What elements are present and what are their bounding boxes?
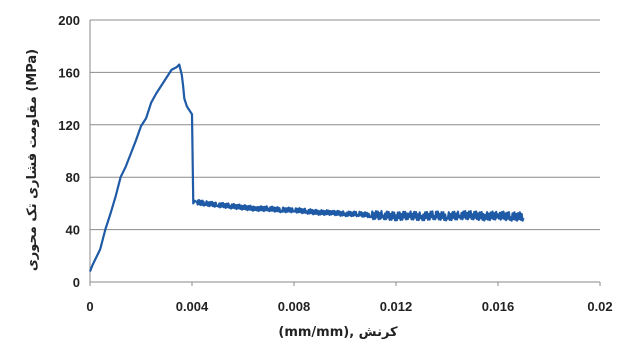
x-tick-label: 0.012 xyxy=(380,299,413,314)
series-group xyxy=(88,63,525,272)
x-tick-label: 0.004 xyxy=(176,299,209,314)
x-tick-label: 0 xyxy=(86,299,93,314)
y-tick-label: 200 xyxy=(58,13,80,28)
x-tick-label: 0.016 xyxy=(482,299,515,314)
y-tick-label: 120 xyxy=(58,118,80,133)
y-tick-label: 40 xyxy=(66,223,80,238)
axes xyxy=(89,20,600,283)
y-tick-label: 80 xyxy=(66,170,80,185)
x-tick-label: 0.008 xyxy=(278,299,311,314)
series-line xyxy=(88,63,525,272)
x-axis-title: کرنش ,(mm/mm) xyxy=(278,325,398,340)
y-tick-labels: 0 40 80 120 160 200 xyxy=(58,13,80,290)
x-tick-label: 0.02 xyxy=(587,299,612,314)
grid-lines xyxy=(90,19,600,231)
y-axis-title: مقاومت فشاری تک محوری (MPa) xyxy=(25,49,40,271)
y-tick-label: 160 xyxy=(58,65,80,80)
y-tick-label: 0 xyxy=(73,275,80,290)
x-tick-labels: 0 0.004 0.008 0.012 0.016 0.02 xyxy=(86,282,613,314)
